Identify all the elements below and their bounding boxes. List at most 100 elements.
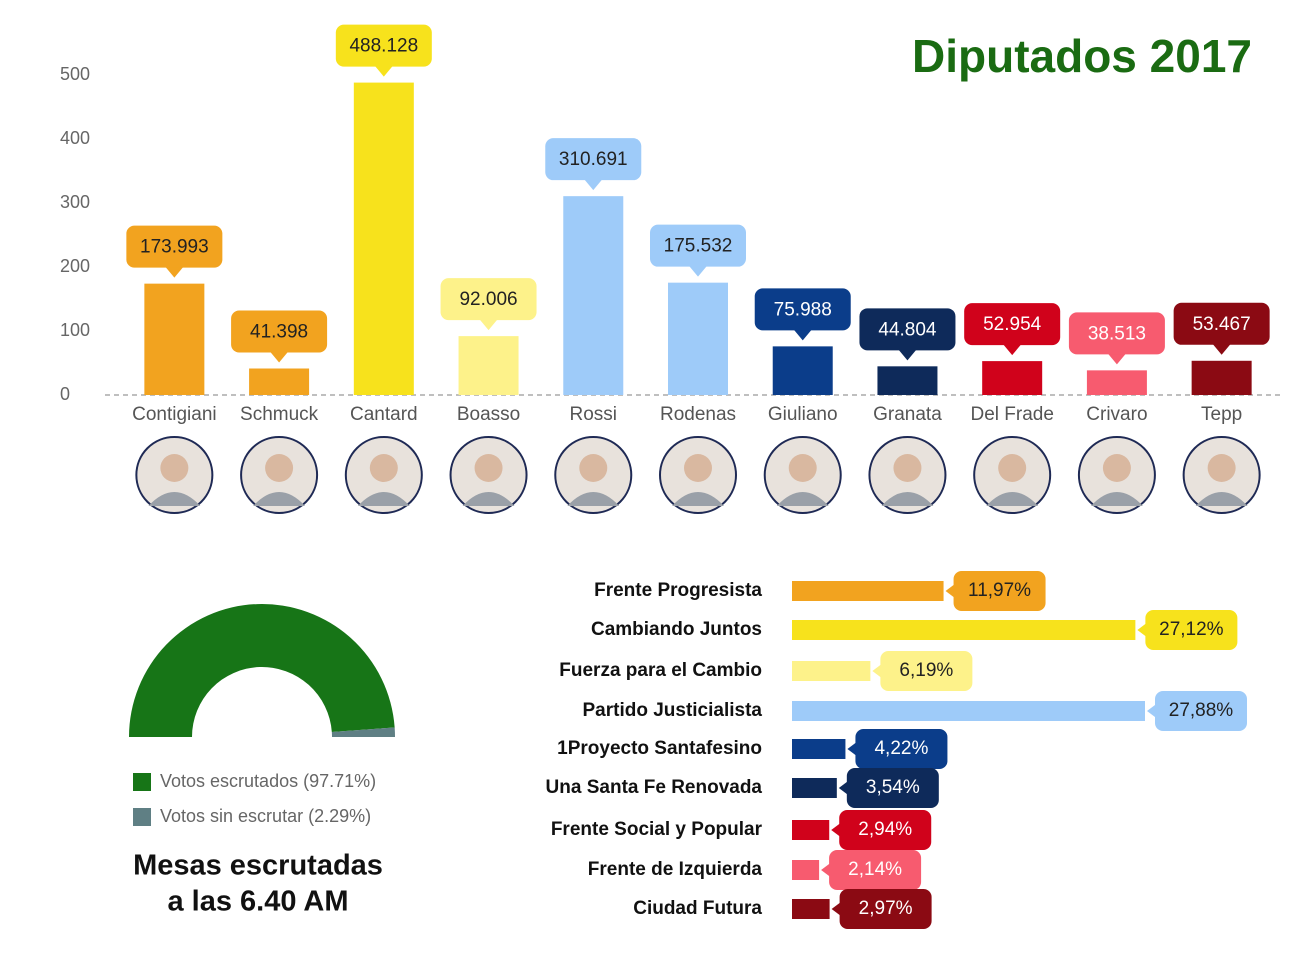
value-label: 92.006 <box>459 289 517 310</box>
photo-body <box>1090 492 1143 506</box>
bar <box>982 361 1043 395</box>
category-label: Partido Justicialista <box>582 700 762 721</box>
callout-pointer <box>1211 342 1232 355</box>
bar <box>792 860 820 880</box>
y-tick-label: 400 <box>60 128 90 148</box>
x-tick-label: Granata <box>873 404 942 425</box>
photo-face <box>579 454 608 482</box>
x-tick-label: Del Frade <box>970 404 1053 425</box>
callout-pointer <box>792 328 813 341</box>
legend-swatch <box>133 808 151 826</box>
x-tick-label: Crivaro <box>1086 404 1147 425</box>
legend-label: Votos escrutados (97.71%) <box>160 771 376 791</box>
callout <box>839 810 932 850</box>
bar <box>772 346 833 395</box>
callout <box>754 288 851 331</box>
x-tick-label: Schmuck <box>240 404 319 425</box>
bar <box>458 336 519 395</box>
callout <box>1155 691 1247 731</box>
caption: a las 6.40 AM <box>167 886 348 918</box>
value-label: 44.804 <box>878 319 937 340</box>
callout <box>964 303 1061 346</box>
y-tick-label: 300 <box>60 192 90 212</box>
callout <box>880 651 973 691</box>
x-tick-label: Boasso <box>457 404 520 425</box>
photo-body <box>567 492 620 506</box>
x-tick-label: Rodenas <box>660 404 736 425</box>
legend-swatch <box>133 773 151 791</box>
value-label: 75.988 <box>774 299 832 320</box>
category-label: Frente Progresista <box>594 580 762 601</box>
legend-label: Votos sin escrutar (2.29%) <box>160 806 371 826</box>
value-label: 175.532 <box>664 236 733 257</box>
category-label: 1Proyecto Santafesino <box>557 738 762 759</box>
photo-body <box>148 492 201 506</box>
photo-body <box>986 492 1039 506</box>
callout-pointer <box>373 64 394 77</box>
photo-face <box>265 454 294 482</box>
callout-pointer <box>1106 352 1127 365</box>
photo-face <box>998 454 1027 482</box>
bar <box>1086 370 1147 395</box>
photo-face <box>1102 454 1131 482</box>
bar <box>877 366 938 395</box>
photo-body <box>357 492 410 506</box>
callout <box>231 310 328 353</box>
category-label: Frente Social y Popular <box>551 819 763 840</box>
bar <box>563 196 624 395</box>
callout-pointer <box>583 178 604 191</box>
callout-pointer <box>478 318 499 331</box>
callout <box>126 225 223 268</box>
x-tick-label: Rossi <box>570 404 618 425</box>
callout-pointer <box>688 264 708 277</box>
bar <box>1191 360 1252 395</box>
caption: Mesas escrutadas <box>133 850 383 882</box>
photo-body <box>776 492 829 506</box>
value-label: 27,12% <box>1159 619 1224 640</box>
bar <box>144 283 205 395</box>
callout <box>650 224 746 267</box>
bar <box>792 739 846 759</box>
photo-face <box>474 454 503 482</box>
callout <box>335 24 432 67</box>
photo-face <box>160 454 189 482</box>
callout <box>545 138 642 181</box>
bar <box>792 661 871 681</box>
category-label: Una Santa Fe Renovada <box>546 777 763 798</box>
value-label: 41.398 <box>250 322 308 343</box>
bar <box>353 82 414 395</box>
value-label: 310.691 <box>559 149 628 170</box>
photo-face <box>369 454 398 482</box>
bar <box>792 778 837 798</box>
callout-pointer <box>1002 343 1023 356</box>
value-label: 38.513 <box>1088 323 1146 344</box>
value-label: 3,54% <box>866 777 920 798</box>
callout <box>1145 610 1238 650</box>
callout <box>1068 312 1165 355</box>
category-label: Ciudad Futura <box>633 898 762 919</box>
photo-body <box>1195 492 1248 506</box>
photo-body <box>672 492 724 506</box>
bar <box>249 368 310 395</box>
y-tick-label: 500 <box>60 64 90 84</box>
value-label: 2,94% <box>858 819 912 840</box>
bar <box>792 620 1136 640</box>
value-label: 6,19% <box>899 660 953 681</box>
category-label: Cambiando Juntos <box>591 619 762 640</box>
bar <box>792 701 1145 721</box>
x-tick-label: Tepp <box>1201 404 1242 425</box>
bar <box>792 820 830 840</box>
value-label: 173.993 <box>140 237 209 258</box>
bar <box>668 282 728 395</box>
callout <box>846 768 939 808</box>
x-tick-label: Cantard <box>350 404 418 425</box>
callout <box>953 571 1046 611</box>
photo-face <box>684 454 712 482</box>
pie-slice <box>331 727 395 737</box>
title: Diputados 2017 <box>912 30 1252 82</box>
callout-pointer <box>269 350 290 363</box>
value-label: 27,88% <box>1169 700 1234 721</box>
x-tick-label: Contigiani <box>132 404 217 425</box>
